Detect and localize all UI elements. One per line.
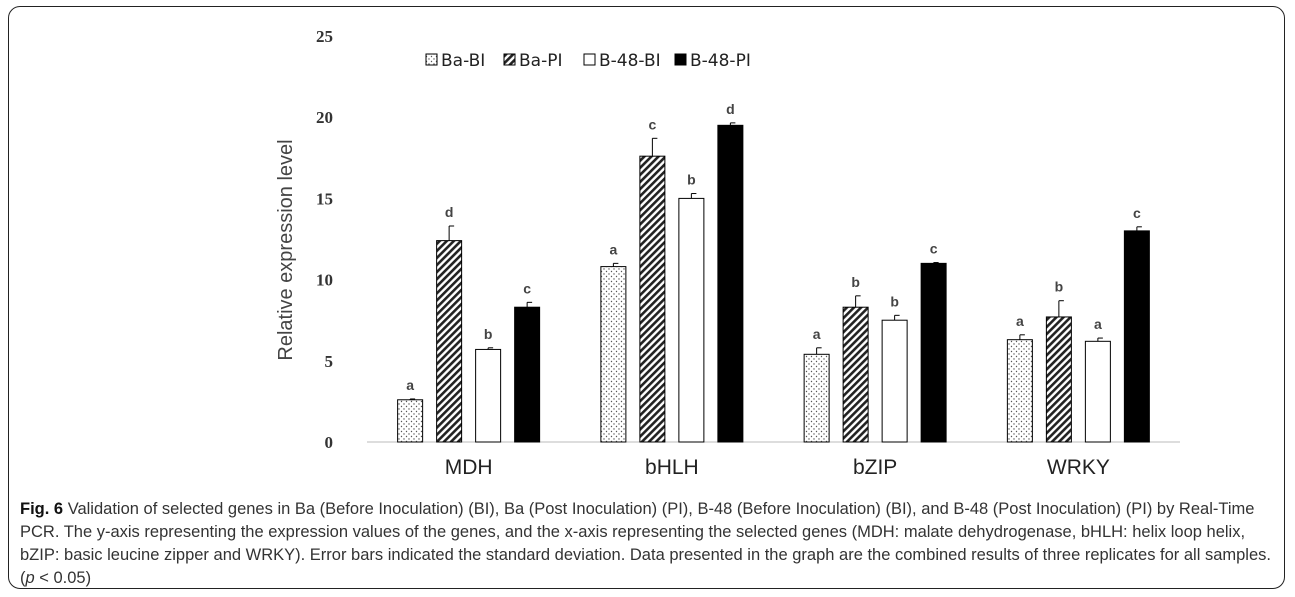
y-tick-label: 10	[316, 271, 333, 290]
significance-letter: b	[890, 293, 899, 309]
figure-label: Fig. 6	[20, 500, 64, 518]
bar-wrky-ba-bi	[1006, 339, 1033, 443]
bar-wrky-b-48-bi	[1084, 340, 1111, 443]
legend-label: Ba-PI	[519, 51, 562, 71]
y-tick-label: 20	[316, 108, 333, 127]
legend-label: B-48-BI	[599, 51, 661, 71]
bar-mdh-b-48-pi	[514, 306, 541, 443]
bar-bzip-b-48-bi	[881, 319, 908, 443]
caption-text: Validation of selected genes in Ba (Befo…	[20, 500, 1271, 587]
bar-groups: a d b c a c b d a b b c a b a c	[397, 101, 1150, 443]
significance-letter: d	[445, 204, 454, 220]
significance-letter: d	[726, 101, 735, 117]
legend-swatch	[674, 53, 687, 66]
legend-label: B-48-PI	[690, 51, 751, 71]
y-tick-label: 25	[316, 27, 333, 46]
significance-letter: b	[687, 172, 696, 188]
bar-bzip-ba-bi	[803, 353, 830, 443]
bar-wrky-b-48-pi	[1123, 230, 1150, 443]
y-axis-ticks: 0 5 10 15 20 25	[316, 27, 333, 452]
bar-mdh-ba-bi	[397, 399, 424, 443]
significance-letter: b	[1055, 279, 1064, 295]
significance-letter: a	[1016, 313, 1024, 329]
legend-swatch	[503, 53, 516, 66]
legend-swatch	[425, 53, 438, 66]
bar-mdh-b-48-bi	[475, 348, 502, 443]
y-tick-label: 0	[325, 433, 334, 452]
bar-wrky-ba-pi	[1045, 316, 1072, 443]
significance-letter: c	[1133, 205, 1141, 221]
caption-p-symbol: p	[25, 569, 35, 587]
y-axis-label: Relative expression level	[275, 139, 297, 360]
x-tick-label: bZIP	[853, 456, 897, 479]
significance-letter: b	[484, 326, 493, 342]
x-tick-label: bHLH	[645, 456, 699, 479]
bar-bhlh-ba-pi	[639, 155, 666, 443]
significance-letter: a	[406, 377, 414, 393]
significance-letter: c	[930, 241, 938, 257]
significance-letter: a	[609, 241, 617, 257]
x-tick-label: WRKY	[1047, 456, 1110, 479]
bar-bhlh-ba-bi	[600, 266, 627, 443]
bar-chart: Relative expression level 0 5 10 15 20 25 Ba-…	[275, 27, 1180, 479]
bar-bzip-ba-pi	[842, 306, 869, 443]
significance-letter: b	[851, 274, 860, 290]
bar-bhlh-b-48-pi	[717, 124, 744, 443]
y-tick-label: 5	[325, 352, 334, 371]
x-axis-ticks: MDH bHLH bZIP WRKY	[445, 456, 1110, 479]
significance-letter: a	[1094, 316, 1102, 332]
bar-bzip-b-48-pi	[920, 262, 947, 443]
legend-swatch	[583, 53, 596, 66]
significance-letter: c	[648, 116, 656, 132]
x-tick-label: MDH	[445, 456, 493, 479]
significance-letter: a	[813, 326, 821, 342]
bar-bhlh-b-48-bi	[678, 197, 705, 443]
legend-label: Ba-BI	[441, 51, 485, 71]
figure-caption: Fig. 6 Validation of selected genes in B…	[20, 498, 1278, 590]
legend: Ba-BI Ba-PI B-48-BI B-48-PI	[425, 51, 751, 71]
y-tick-label: 15	[316, 189, 333, 208]
caption-p-value: < 0.05)	[34, 569, 92, 587]
bar-mdh-ba-pi	[436, 240, 463, 443]
significance-letter: c	[523, 280, 531, 296]
